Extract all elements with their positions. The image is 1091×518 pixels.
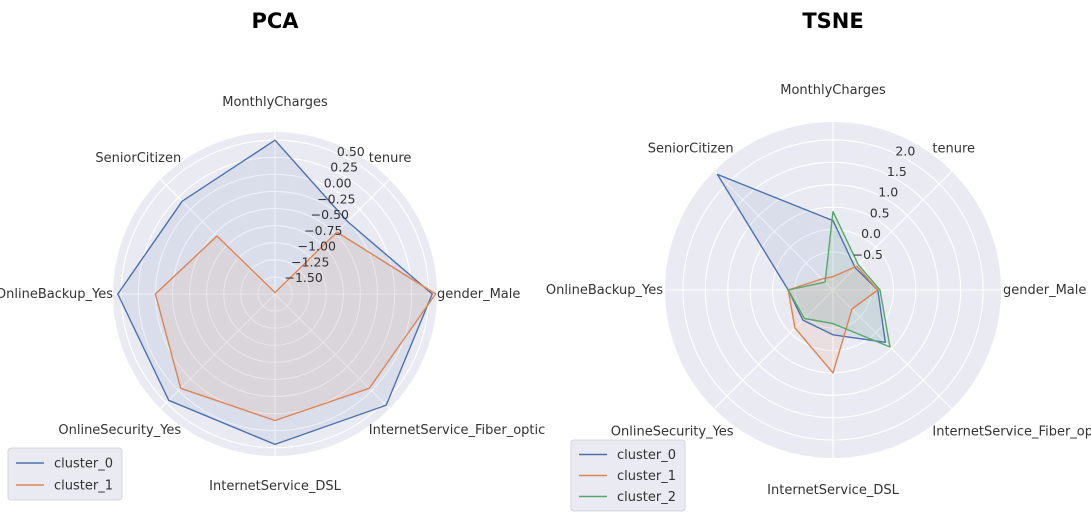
spoke-line (713, 170, 834, 291)
axis-labels: MonthlyCharges tenure gender_Male InternetS… (546, 83, 1091, 498)
axis-label-internetservice-dsl: InternetService_DSL (209, 479, 341, 494)
legend-label-cluster-0: cluster_0 (617, 448, 676, 463)
series-line-cluster-0 (716, 173, 886, 343)
chart-title: TSNE (802, 9, 863, 33)
radial-tick-label: 0.00 (324, 176, 352, 191)
axis-labels: MonthlyCharges tenure gender_Male InternetS… (0, 95, 545, 494)
series-line-cluster-1 (787, 265, 879, 374)
legend-box (570, 439, 686, 512)
series-line-cluster-1 (154, 231, 437, 422)
spoke-line (832, 170, 953, 291)
radial-tick-label: −0.50 (311, 207, 349, 222)
spoke-line (274, 293, 390, 409)
axis-label-gender-male: gender_Male (437, 287, 520, 302)
legend-label-cluster-1: cluster_1 (617, 469, 676, 484)
axis-label-internetservice-fiber-optic: InternetService_Fiber_optic (369, 423, 545, 438)
radial-tick-label: −0.25 (317, 191, 355, 206)
chart-title: PCA (251, 9, 299, 33)
axis-label-onlinesecurity-yes: OnlineSecurity_Yes (58, 423, 181, 438)
legend-box (7, 447, 123, 501)
axis-label-monthlycharges: MonthlyCharges (222, 95, 328, 110)
legend-label-cluster-0: cluster_0 (54, 457, 113, 472)
axis-label-onlinebackup-yes: OnlineBackup_Yes (0, 287, 113, 302)
radial-tick-label: −0.75 (304, 223, 342, 238)
spoke-line (832, 289, 953, 410)
radial-tick-label: 2.0 (895, 143, 915, 158)
series-line-cluster-2 (787, 210, 891, 348)
legend-label-cluster-2: cluster_2 (617, 490, 676, 505)
radial-tick-label: 0.25 (330, 160, 358, 175)
spoke-line (713, 289, 834, 410)
axis-label-tenure: tenure (369, 151, 412, 166)
radial-tick-label: −1.00 (298, 239, 336, 254)
series-fill-cluster-1 (155, 232, 436, 421)
axis-label-internetservice-dsl: InternetService_DSL (767, 483, 899, 498)
tsne-radar-chart: TSNE −0.5 0.0 0.5 1.0 1.5 2.0 MonthlyCharges ten… (546, 9, 1091, 512)
radial-tick-labels: −1.50−1.25−1.00−0.75−0.50−0.250.000.250.… (285, 144, 365, 285)
radial-tick-label: −1.25 (291, 254, 329, 269)
radial-grid (665, 122, 1001, 458)
axis-label-onlinebackup-yes: OnlineBackup_Yes (546, 283, 663, 298)
legend: cluster_0 cluster_1 cluster_2 (570, 439, 686, 512)
series-fill-cluster-0 (717, 174, 886, 343)
radial-tick-label: 0.0 (861, 226, 881, 241)
radial-tick-labels: −0.5 0.0 0.5 1.0 1.5 2.0 (853, 143, 916, 261)
legend-label-cluster-1: cluster_1 (54, 479, 113, 494)
radial-tick-label: −1.50 (285, 270, 323, 285)
radial-tick-label: 0.50 (337, 144, 365, 159)
radial-tick-label: 1.0 (878, 185, 898, 200)
radial-tick-label: 1.5 (887, 164, 907, 179)
axis-label-tenure: tenure (932, 142, 975, 157)
legend: cluster_0 cluster_1 (7, 447, 123, 501)
series-line-cluster-0 (117, 139, 433, 446)
pca-radar-chart: PCA −1.50−1.25−1.00−0.75−0.50−0.250.000.2… (0, 9, 545, 501)
spoke-line (160, 293, 276, 409)
radial-tick-label: −0.5 (853, 247, 883, 262)
axis-label-gender-male: gender_Male (1003, 283, 1086, 298)
axis-label-internetservice-fiber-optic: InternetService_Fiber_optic (932, 424, 1091, 439)
axis-label-seniorcitizen: SeniorCitizen (95, 151, 181, 166)
radial-tick-label: 0.5 (870, 205, 890, 220)
axis-label-monthlycharges: MonthlyCharges (780, 83, 886, 98)
axis-label-onlinesecurity-yes: OnlineSecurity_Yes (611, 424, 734, 439)
axis-label-seniorcitizen: SeniorCitizen (648, 142, 734, 157)
series-fill-cluster-2 (788, 211, 890, 347)
